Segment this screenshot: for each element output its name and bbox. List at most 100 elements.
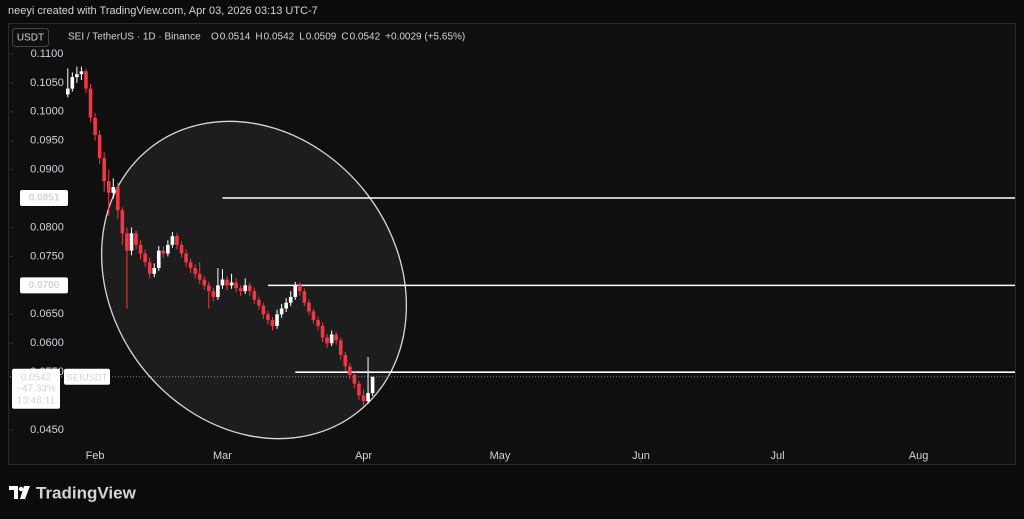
ohlc-key: C [341,32,348,43]
y-tick-label: 0.0600 [30,337,64,349]
candle-body [111,187,116,193]
currency-button[interactable] [12,28,49,47]
candle-body [334,334,339,341]
candle-body [84,71,88,89]
candle-body [243,285,248,292]
candle-body [329,334,334,344]
ohlc-key: O [211,32,219,43]
candle-body [238,288,243,292]
candle-body [116,187,120,211]
ohlc-value: 0.0509 [306,32,337,43]
candle-body [97,134,102,159]
last-price-change: −47.33% [16,383,56,394]
y-tick-label: 0.0800 [30,221,64,233]
symbol-tag-label: SEIUSDT [66,372,107,383]
candle-body [216,285,220,297]
candle-body [311,311,316,321]
candle-body [357,383,361,396]
y-tick-label: 0.0900 [30,164,64,176]
currency-label[interactable]: USDT [17,33,44,44]
candle-body [343,354,348,367]
candle-body [75,74,79,78]
candle-body [266,314,270,321]
candle-body [188,262,193,269]
candle-body [193,268,197,274]
candle-body [252,291,257,300]
candle-body [106,181,111,193]
ellipse-drawing [100,120,408,440]
y-tick-label: 0.1000 [30,106,64,118]
candle-body [307,302,311,312]
ohlc-key: H [255,32,262,43]
candle-body [229,282,234,286]
candle-body [234,282,238,289]
ohlc-change: +0.0029 (+5.65%) [385,32,465,43]
y-tick-label: 0.1050 [30,77,64,89]
candle-body [93,117,97,135]
candle-body [338,340,343,355]
candle-body [138,244,143,254]
ohlc-key: L [299,32,305,43]
candle-body [102,158,106,182]
y-tick-label: 0.0950 [30,135,64,147]
candle-body [143,253,147,263]
x-tick-label: Mar [213,450,232,462]
candle-body [257,299,261,306]
y-tick-label: 0.1100 [31,48,64,60]
candle-body [197,273,202,280]
candle-body [298,285,302,292]
candle-body [361,395,366,402]
candle-body [179,244,184,254]
candle-body [366,392,370,402]
credit: neeyi created with TradingView.com, Apr … [8,5,318,17]
candle-body [247,285,252,292]
x-tick-label: May [490,450,511,462]
price-label-box [20,190,68,207]
last-price-countdown: 13:46:11 [17,395,56,406]
candle-body [120,210,125,234]
x-tick-label: Jun [632,450,650,462]
candle-body [170,236,175,245]
candle-body [134,233,138,245]
candle-body [261,305,266,315]
y-tick-label: 0.0650 [30,308,64,320]
candle-body [88,88,93,118]
brand: TradingView [36,483,137,502]
candle-body [325,337,329,344]
y-tick-label: 0.0450 [30,424,64,436]
candle-body [352,375,357,384]
symbol-info: SEI / TetherUS · 1D · Binance [68,32,201,43]
candle-body [288,296,293,303]
ohlc-value: 0.0542 [264,32,295,43]
y-tick-label: 0.0750 [30,250,64,262]
candle-body [156,250,161,269]
candle-body [79,71,84,75]
candle-body [293,285,298,297]
x-tick-label: Jul [770,450,784,462]
x-tick-label: Feb [86,450,105,462]
last-price-label: 0.0542 [21,372,52,383]
candle-body [202,279,207,286]
candle-body [161,250,166,254]
price-label-box [20,277,68,294]
last-price-box [12,368,60,409]
candle-body [320,325,325,338]
candle-body [175,236,179,245]
ohlc-legend: O 0.0514 H 0.0542 L 0.0509 C 0.0542 +0.0029 (+5.… [211,32,465,43]
candle-body [129,233,134,251]
ohlc-value: 0.0514 [220,32,251,43]
candle-body [147,262,152,274]
candle-body [302,291,307,303]
candle-body [184,253,188,263]
candle-body [275,314,279,326]
candle-body [65,88,70,95]
price-label: 0.0851 [29,193,60,204]
candle-body [152,268,157,274]
x-tick-label: Apr [355,450,372,462]
candle-body [225,279,229,286]
candle-body [348,366,352,376]
candle-body [316,320,320,326]
candle-body [125,233,129,251]
